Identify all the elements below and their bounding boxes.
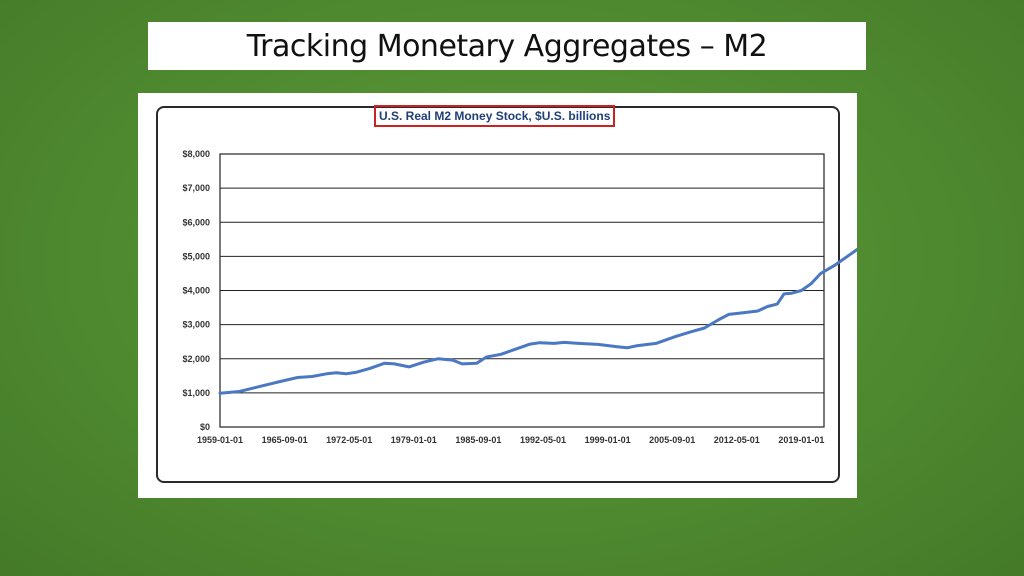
x-tick-label: 2019-01-01: [778, 435, 824, 445]
x-tick-label: 1992-05-01: [520, 435, 566, 445]
x-tick-label: 1999-01-01: [585, 435, 631, 445]
x-tick-label: 1959-01-01: [197, 435, 243, 445]
x-tick-label: 1965-09-01: [262, 435, 308, 445]
chart-title: U.S. Real M2 Money Stock, $U.S. billions: [374, 105, 616, 127]
y-tick-label: $4,000: [182, 286, 210, 296]
y-tick-label: $0: [200, 422, 210, 432]
slide-title: Tracking Monetary Aggregates – M2: [246, 28, 768, 64]
y-tick-label: $6,000: [182, 217, 210, 227]
y-tick-label: $2,000: [182, 354, 210, 364]
x-tick-label: 1985-09-01: [455, 435, 501, 445]
y-tick-label: $5,000: [182, 251, 210, 261]
line-chart: $0 $1,000 $2,000 $3,000 $4,000 $5,000 $6,000 $7…: [182, 149, 857, 445]
y-tick-label: $1,000: [182, 388, 210, 398]
chart-frame: [156, 106, 840, 483]
y-tick-label: $3,000: [182, 320, 210, 330]
y-tick-label: $8,000: [182, 149, 210, 159]
x-tick-label: 1979-01-01: [391, 435, 437, 445]
chart-panel: U.S. Real M2 Money Stock, $U.S. billions…: [138, 93, 857, 498]
x-tick-label: 2005-09-01: [649, 435, 695, 445]
y-tick-label: $7,000: [182, 183, 210, 193]
slide-title-bar: Tracking Monetary Aggregates – M2: [148, 22, 866, 70]
series-line-m2: [218, 247, 857, 395]
x-tick-label: 2012-05-01: [714, 435, 760, 445]
x-tick-label: 1972-05-01: [326, 435, 372, 445]
